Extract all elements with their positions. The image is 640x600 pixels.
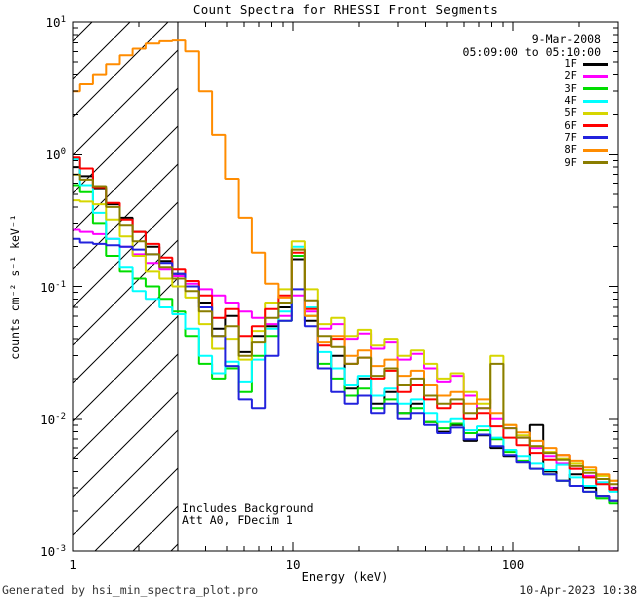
legend-item-7F: 7F: [564, 132, 608, 144]
x-tick-label: 100: [501, 557, 525, 572]
annotation-includes-background: Includes Background: [182, 501, 314, 515]
legend-item-8F: 8F: [564, 144, 608, 156]
legend-item-3F: 3F: [564, 83, 608, 95]
legend-label: 9F: [564, 156, 577, 169]
legend: 1F 2F 3F 4F 5F 6F 7F 8F 9F: [564, 58, 608, 169]
legend-color-swatch: [583, 148, 608, 152]
legend-label: 4F: [564, 95, 577, 108]
y-axis-title: counts cm⁻² s⁻¹ keV⁻¹: [8, 214, 22, 360]
legend-label: 8F: [564, 144, 577, 157]
legend-label: 5F: [564, 107, 577, 120]
hatched-attenuation-region: [73, 22, 179, 551]
x-tick-label: 10: [285, 557, 301, 572]
y-tick-label: 10-1: [40, 279, 66, 295]
y-tick-label: 100: [45, 147, 66, 163]
legend-date: 9-Mar-2008: [531, 32, 601, 46]
legend-label: 7F: [564, 131, 577, 144]
footer-generator-text: Generated by hsi_min_spectra_plot.pro: [2, 583, 259, 597]
legend-color-swatch: [583, 74, 608, 78]
chart-title: Count Spectra for RHESSI Front Segments: [192, 2, 499, 17]
legend-color-swatch: [583, 161, 608, 165]
series-9F: [73, 173, 618, 486]
legend-item-5F: 5F: [564, 107, 608, 119]
legend-color-swatch: [583, 99, 608, 103]
footer-timestamp: 10-Apr-2023 10:38: [519, 583, 637, 597]
legend-item-6F: 6F: [564, 119, 608, 132]
x-axis-title: Energy (keV): [301, 570, 389, 584]
legend-color-swatch: [583, 62, 608, 66]
legend-color-swatch: [583, 136, 608, 140]
legend-item-4F: 4F: [564, 95, 608, 107]
legend-item-1F: 1F: [564, 58, 608, 70]
y-tick-label: 10-2: [40, 411, 66, 427]
legend-color-swatch: [583, 111, 608, 115]
legend-color-swatch: [583, 87, 608, 91]
y-tick-label: 10-3: [40, 544, 66, 560]
y-tick-label: 101: [45, 15, 66, 31]
legend-label: 3F: [564, 82, 577, 95]
annotation-attenuator-state: Att A0, FDecim 1: [182, 513, 293, 527]
legend-label: 1F: [564, 58, 577, 71]
legend-label: 6F: [564, 119, 577, 132]
legend-label: 2F: [564, 70, 577, 83]
legend-time-range: 05:09:00 to 05:10:00: [462, 45, 601, 59]
series-4F: [73, 158, 618, 493]
spectra-series: [73, 39, 618, 505]
legend-item-9F: 9F: [564, 156, 608, 169]
axes-and-ticks: [72, 21, 619, 552]
legend-color-swatch: [583, 124, 608, 128]
x-tick-label: 1: [69, 557, 77, 572]
legend-item-2F: 2F: [564, 70, 608, 82]
